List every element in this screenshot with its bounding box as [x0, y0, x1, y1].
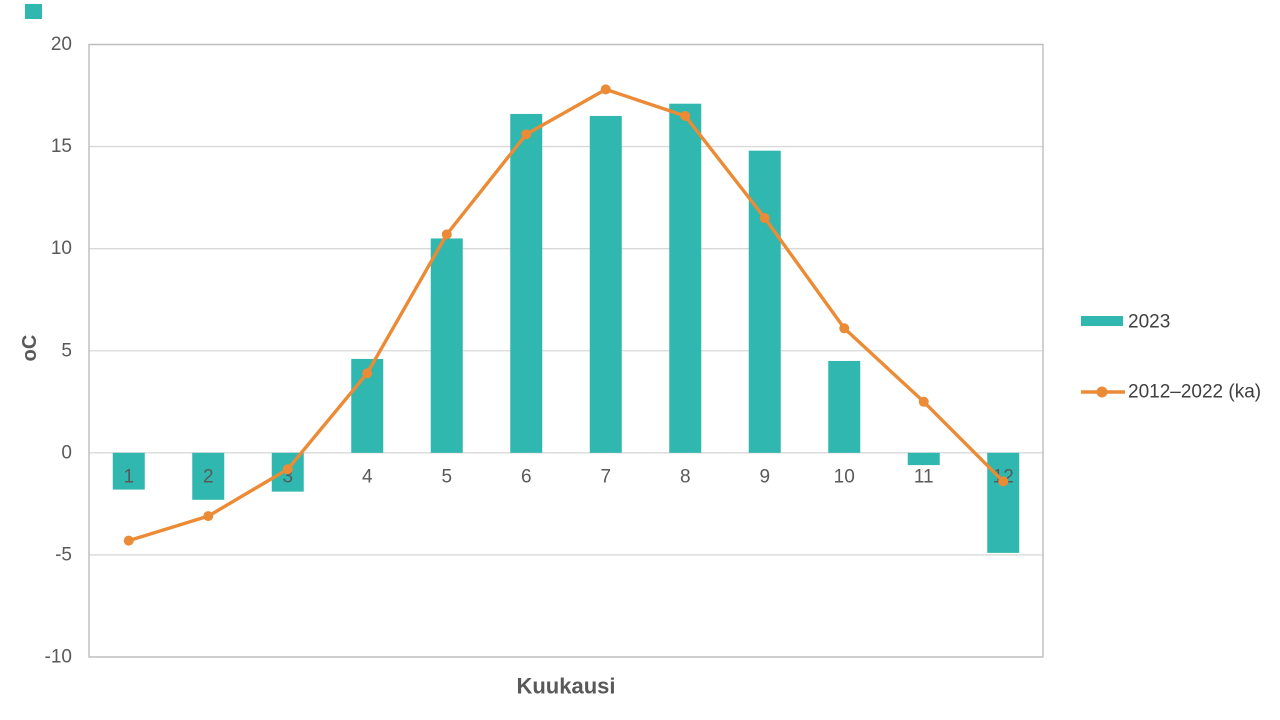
line-point-month-4: [362, 368, 373, 379]
x-tick-label-6: 6: [521, 467, 532, 488]
x-tick-label-4: 4: [362, 467, 373, 488]
line-point-month-7: [600, 84, 611, 95]
x-tick-label-7: 7: [600, 467, 611, 488]
line-point-month-12: [998, 476, 1009, 487]
bar-month-11: [907, 452, 940, 466]
x-tick-label-9: 9: [759, 467, 770, 488]
line-point-month-6: [521, 129, 532, 140]
y-tick-label--5: -5: [55, 544, 72, 565]
x-tick-label-2: 2: [203, 467, 214, 488]
average-line: [127, 87, 1005, 543]
x-tick-label-11: 11: [914, 467, 934, 488]
x-tick-label-8: 8: [680, 467, 691, 488]
stray-teal-mark: [25, 4, 42, 19]
bar-month-9: [748, 150, 781, 453]
x-axis-title: Kuukausi: [516, 674, 615, 699]
bar-series-swatch: [1081, 316, 1123, 326]
y-tick-label-0: 0: [61, 442, 72, 463]
plot-border: [88, 43, 1044, 658]
y-tick-label-10: 10: [51, 238, 72, 259]
line-point-month-3: [282, 464, 293, 475]
x-tick-label-5: 5: [441, 467, 452, 488]
legend-item-2023: 2023: [1081, 312, 1170, 333]
y-axis-title: oC: [19, 335, 41, 362]
x-tick-label-10: 10: [834, 467, 855, 488]
y-tick-label-5: 5: [61, 340, 72, 361]
line-point-month-5: [441, 229, 452, 240]
line-point-month-1: [123, 535, 134, 546]
line-point-month-9: [759, 213, 770, 224]
line-point-month-11: [918, 396, 929, 407]
y-tick-label-15: 15: [51, 136, 72, 157]
legend-label-average: 2012–2022 (ka): [1128, 382, 1261, 403]
bar-month-7: [589, 115, 622, 453]
bar-month-8: [669, 103, 702, 453]
line-point-month-2: [203, 511, 214, 522]
x-tick-label-1: 1: [123, 467, 134, 488]
legend-label-2023: 2023: [1128, 312, 1170, 333]
bar-month-5: [430, 238, 463, 453]
line-point-month-8: [680, 110, 691, 121]
bar-month-10: [828, 360, 861, 453]
bar-month-2: [192, 452, 225, 500]
y-tick-label-20: 20: [51, 34, 72, 55]
legend-item-average: 2012–2022 (ka): [1081, 382, 1261, 403]
line-point-month-10: [839, 323, 850, 334]
x-tick-label-3: 3: [282, 467, 293, 488]
legend: 2023 2012–2022 (ka): [1081, 312, 1261, 403]
y-tick-label--10: -10: [45, 647, 72, 668]
bar-month-6: [510, 113, 543, 453]
line-series-marker-swatch: [1096, 386, 1108, 398]
bar-month-1: [112, 452, 145, 490]
